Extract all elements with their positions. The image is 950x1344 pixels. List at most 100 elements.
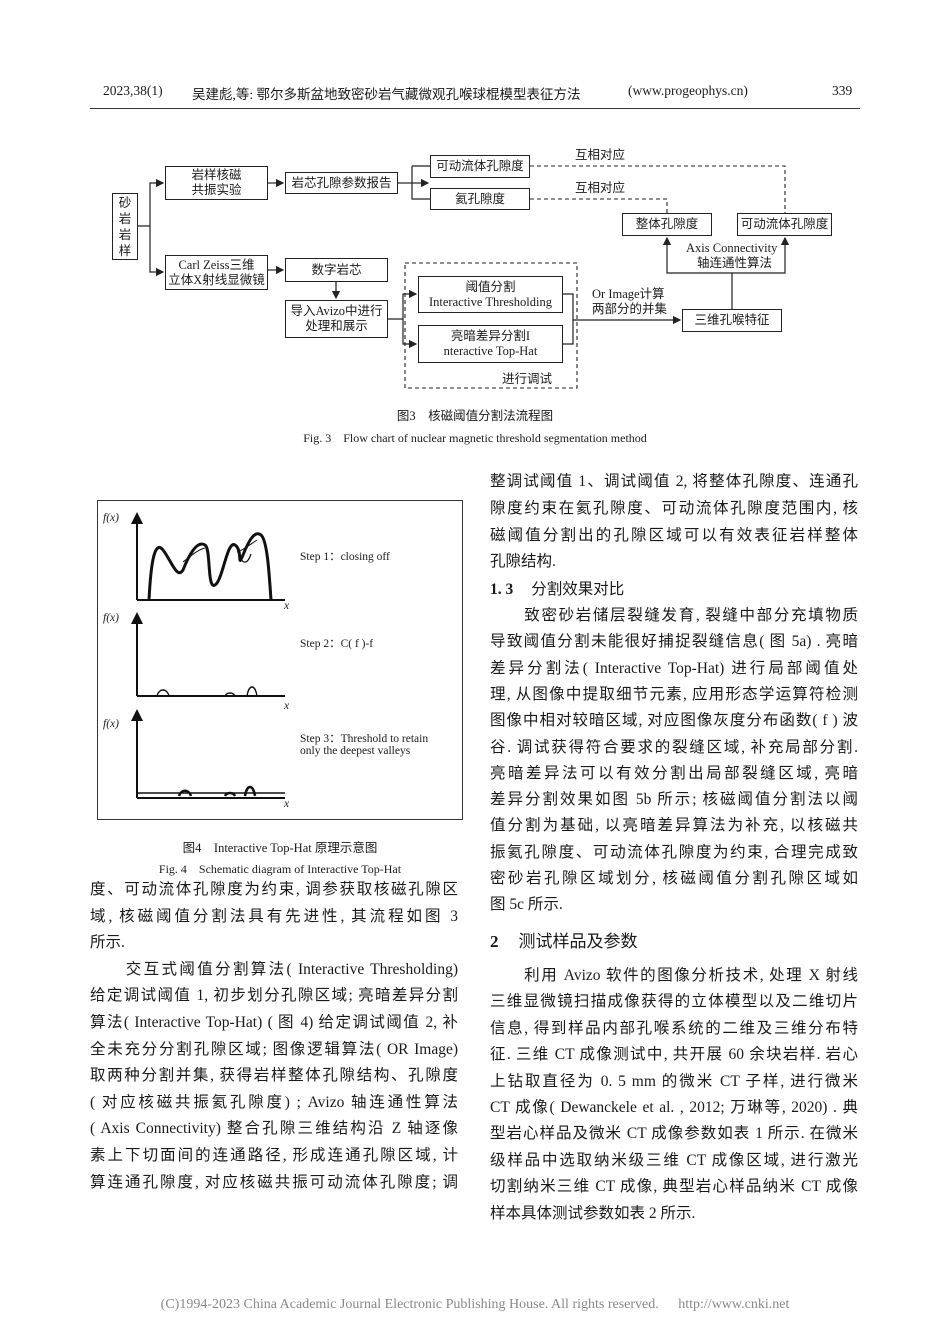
zeiss-line-2: 立体X射线显微镜: [168, 272, 265, 287]
text-line: ( Axis Connectivity) 整合孔隙三维结构沿 Z 轴逐像: [90, 1120, 458, 1138]
text-line: 值分割为基础, 以亮暗差异算法为补充, 以核磁共: [490, 817, 858, 835]
text-line: 差异分割法( Interactive Top-Hat) 进行局部阈值处: [490, 659, 858, 677]
text-line: 全未充分分割孔隙区域; 图像逻辑算法( OR Image): [90, 1040, 458, 1058]
section-1-3-title: 分割效果对比: [531, 581, 625, 598]
text-line: 隙度约束在氦孔隙度、可动流体孔隙度范围内, 核: [490, 499, 858, 517]
panel3-step-text-1: Step 3：Threshold to retain: [300, 733, 429, 745]
text-line: 利用 Avizo 软件的图像分析技术, 处理 X 射线: [490, 967, 858, 984]
node-nmr-experiment: 岩样核磁共振实验: [165, 166, 268, 200]
flowchart-connectors: [138, 165, 790, 389]
threshold-en: Interactive Thresholding: [429, 294, 552, 309]
node-helium-porosity: 氦孔隙度: [430, 188, 530, 210]
figure4-plots: [131, 512, 285, 799]
panel2-step-text: Step 2：C( f )-f: [300, 638, 374, 650]
node-digital-core: 数字岩芯: [285, 258, 388, 282]
label-or-image-2: 两部分的并集: [592, 302, 668, 316]
node-total-porosity: 整体孔隙度: [622, 213, 712, 236]
panel1-step-text: Step 1：closing off: [300, 551, 390, 563]
text-line: 取两种分割并集, 获得岩样整体孔隙结构、孔隙度: [90, 1067, 458, 1085]
text-line: 度、可动流体孔隙度为约束, 调参获取核磁孔隙区: [90, 881, 458, 898]
section-2-number: 2: [490, 932, 499, 951]
text-line: 算连通孔隙度, 对应核磁共振可动流体孔隙度; 调: [90, 1173, 458, 1191]
section-2-heading: 2 测试样品及参数: [490, 927, 638, 952]
text-line: 交互式阈值分割算法( Interactive Thresholding): [90, 960, 458, 978]
footer-copyright: (C)1994-2023 China Academic Journal Elec…: [160, 1297, 659, 1312]
label-correspond-2: 互相对应: [575, 181, 626, 195]
label-axis-connectivity: Axis Connectivity: [685, 241, 779, 256]
text-line: ( 对应核磁共振氦孔隙度) ; Avizo 轴连通性算法: [90, 1093, 458, 1111]
text-line: 所示.: [90, 934, 125, 952]
node-avizo-import: 导入Avizo中进行 处理和展示: [285, 300, 388, 338]
journal-website: (www.progeophys.cn): [628, 83, 748, 98]
panel2-xlabel: x: [284, 700, 290, 712]
node-movable-fluid-porosity: 可动流体孔隙度: [430, 155, 530, 178]
panel3-step-text-2: only the deepest valleys: [300, 745, 411, 757]
text-line: 征. 三维 CT 成像测试中, 共开展 60 余块岩样. 岩心: [490, 1046, 858, 1064]
panel3-ylabel: f(x): [103, 718, 119, 730]
text-line: 孔隙结构.: [490, 553, 556, 571]
text-line: 整调试阈值 1、调试阈值 2, 将整体孔隙度、连通孔: [490, 473, 858, 490]
text-line: 图 5c 所示.: [490, 896, 563, 914]
footer-url[interactable]: http://www.cnki.net: [678, 1297, 790, 1312]
text-line: 亮暗差异法可以有效分割出局部裂缝区域, 亮暗: [490, 764, 858, 782]
text-line: 导致阈值分割未能很好捕捉裂缝信息( 图 5a) . 亮暗: [490, 633, 858, 651]
avizo-line-2: 处理和展示: [305, 319, 368, 333]
text-line: 素上下切面间的连通路径, 形成连通孔隙区域, 计: [90, 1147, 458, 1164]
footer: (C)1994-2023 China Academic Journal Elec…: [0, 1297, 950, 1313]
avizo-line-1: 导入Avizo中进行: [290, 304, 383, 318]
text-line: 级样品中选取纳米级三维 CT 成像区域, 进行激光: [490, 1151, 858, 1169]
section-1-3-number: 1. 3: [490, 581, 514, 598]
threshold-cn: 阈值分割: [465, 279, 516, 294]
node-zeiss-microscope: Carl Zeiss三维 立体X射线显微镜: [165, 255, 268, 290]
text-line: 振氦孔隙度、可动流体孔隙度为约束, 合理完成致: [490, 843, 858, 861]
page-number: 339: [832, 83, 853, 98]
node-tophat-segmentation: 亮暗差异分割I nteractive Top-Hat: [418, 325, 563, 363]
panel3-xlabel: x: [284, 798, 290, 810]
panel1-valley-mark: [238, 551, 252, 563]
figure3-caption-en: Fig. 3 Flow chart of nuclear magnetic th…: [303, 431, 647, 445]
header-rule: [90, 108, 860, 109]
text-line: CT 成像( Dewanckele et al. , 2012; 万琳等, 20…: [490, 1099, 858, 1116]
node-sandstone-sample: 砂岩岩样: [112, 193, 138, 260]
text-line: 域, 核磁阈值分割法具有先进性, 其流程如图 3: [90, 907, 458, 925]
text-line: 切割纳米三维 CT 成像, 典型岩心样品纳米 CT 成像: [490, 1178, 858, 1196]
node-core-report: 岩芯孔隙参数报告: [285, 172, 398, 194]
journal-issue: 2023,38(1): [103, 83, 163, 98]
text-line: 上钻取直径为 0. 5 mm 的微米 CT 子样, 进行微米: [490, 1072, 858, 1090]
running-title: 吴建彪,等: 鄂尔多斯盆地致密砂岩气藏微观孔喉球棍模型表征方法: [192, 87, 581, 102]
section-1-3-heading: 1. 3 分割效果对比: [490, 577, 624, 599]
text-line: 理, 从图像中提取细节元素, 应用形态学运算符检测: [490, 685, 858, 703]
figure4-frame: [97, 500, 463, 820]
text-line: 算法( Interactive Top-Hat) ( 图 4) 给定调试阈值 2…: [90, 1014, 458, 1031]
text-line: 三维显微镜扫描成像获得的立体模型以及二维切片: [490, 993, 858, 1011]
panel1-ylabel: f(x): [103, 512, 119, 524]
figure3-caption-cn: 图3 核磁阈值分割法流程图: [396, 409, 554, 423]
node-threshold-segmentation: 阈值分割 Interactive Thresholding: [418, 276, 563, 313]
panel1-signal-curve: [147, 532, 273, 601]
text-line: 样本具体测试参数如表 2 所示.: [490, 1204, 696, 1222]
label-or-image-1: Or Image计算: [592, 287, 665, 301]
text-line: 密砂岩孔隙区域划分, 核磁阈值分割孔隙区域如: [490, 870, 858, 887]
zeiss-line-1: Carl Zeiss三维: [178, 257, 255, 272]
text-line: 图像中相对较暗区域, 对应图像灰度分布函数( f ) 波: [490, 712, 858, 730]
node-movable-fluid-porosity-result: 可动流体孔隙度: [737, 213, 832, 236]
label-debug: 进行调试: [502, 372, 553, 386]
tophat-cn: 亮暗差异分割I: [450, 329, 531, 343]
panel1-xlabel: x: [284, 600, 290, 612]
section-2-title: 测试样品及参数: [518, 932, 638, 951]
node-pore-throat-features: 三维孔喉特征: [682, 309, 782, 332]
text-line: 差异分割效果如图 5b 所示; 核磁阈值分割法以阈: [490, 791, 858, 809]
text-line: 给定调试阈值 1, 初步划分孔隙区域; 亮暗差异分割: [90, 987, 458, 1005]
panel2-ylabel: f(x): [103, 612, 119, 624]
label-correspond-1: 互相对应: [575, 148, 626, 162]
text-line: 型岩心样品及微米 CT 成像参数如表 1 所示. 在微米: [490, 1125, 858, 1143]
text-line: 信息, 得到样品内部孔喉系统的二维及三维分布特: [490, 1019, 858, 1037]
text-line: 磁阈值分割出的孔隙区域可以有效表征岩样整体: [490, 526, 858, 544]
figure4-caption-cn: 图4 Interactive Top-Hat 原理示意图: [182, 841, 378, 855]
panel1-closing-curve: [182, 539, 258, 563]
panel2-residual-curve: [156, 686, 258, 697]
figure4-caption-en: Fig. 4 Schematic diagram of Interactive …: [158, 862, 402, 876]
tophat-en: nteractive Top-Hat: [443, 344, 538, 358]
label-axis-connectivity-cn: 轴连通性算法: [697, 256, 773, 271]
panel3-retained-curve: [177, 785, 257, 797]
